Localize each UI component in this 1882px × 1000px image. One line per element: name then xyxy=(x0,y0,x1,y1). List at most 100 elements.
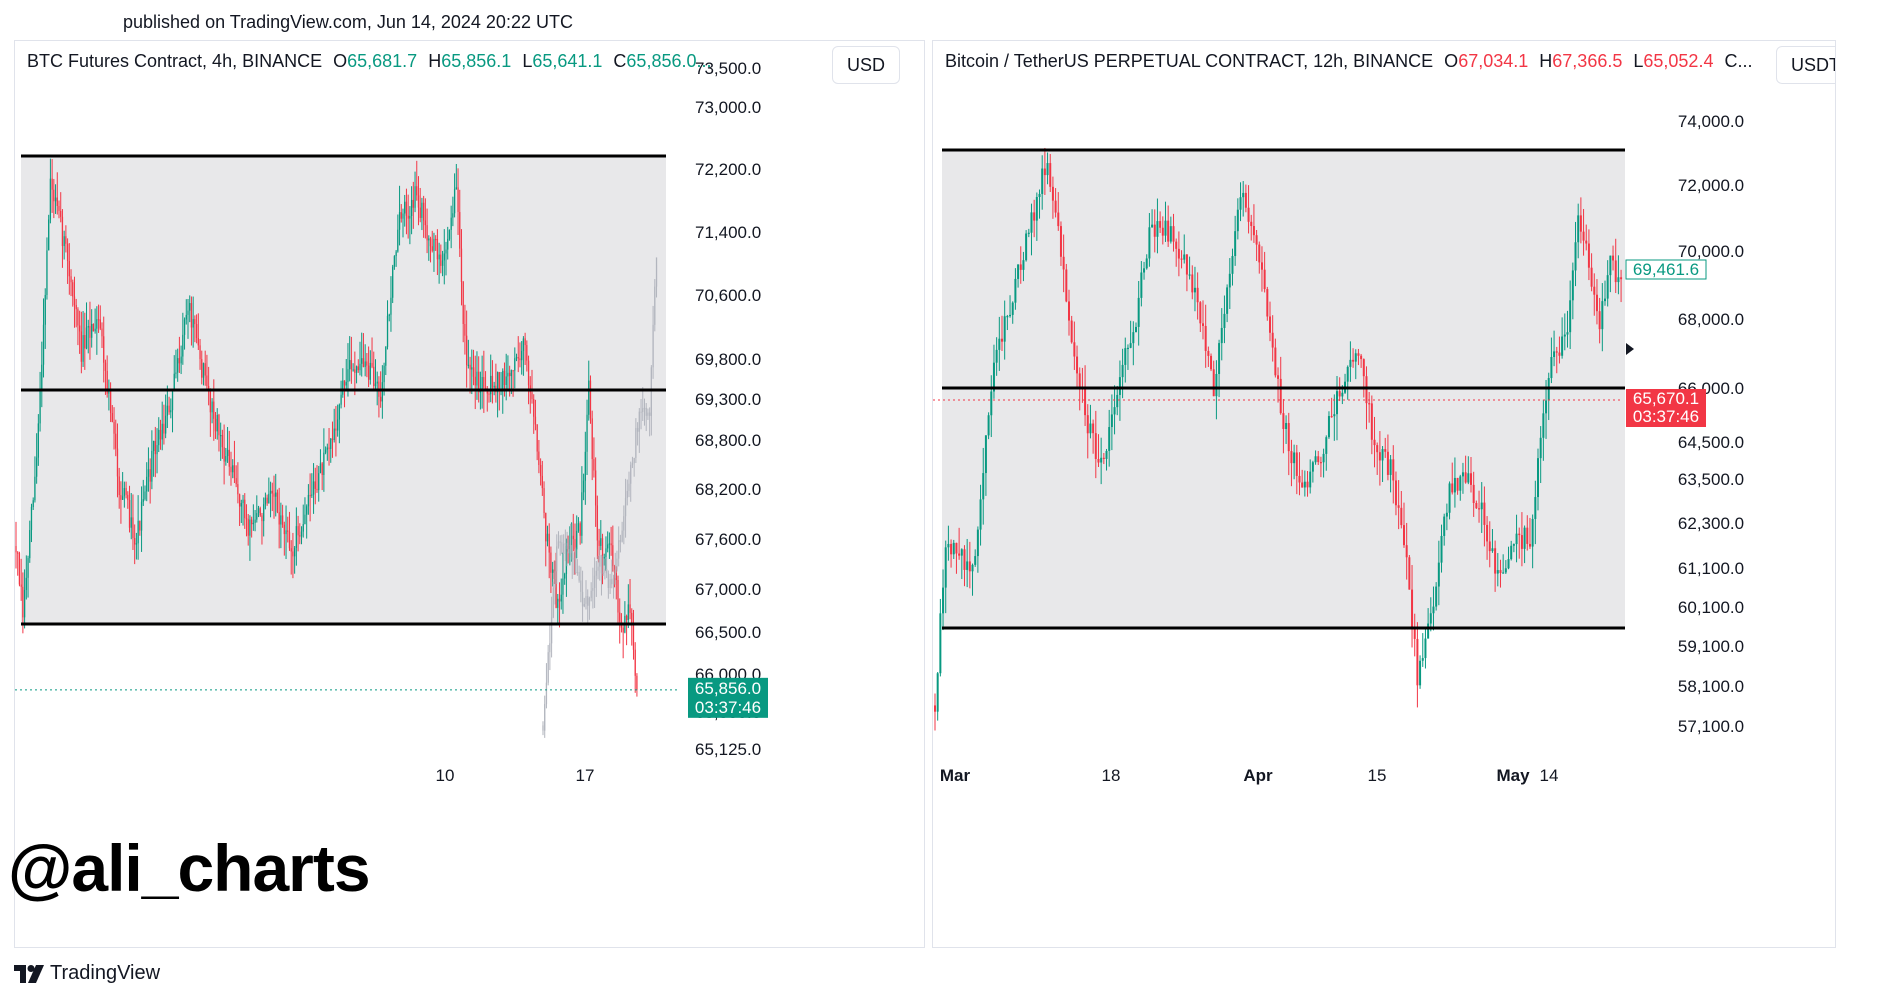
left-candle xyxy=(266,497,268,504)
right-candle xyxy=(950,543,953,555)
left-x-tick-label: 10 xyxy=(436,766,455,785)
left-candle xyxy=(457,187,459,213)
right-candle xyxy=(1445,512,1448,517)
right-candle xyxy=(1059,226,1062,257)
left-candle xyxy=(478,371,480,393)
left-candle xyxy=(295,526,298,548)
left-projection-candle xyxy=(544,704,546,731)
right-chart-plot[interactable]: 74,000.0 72,000.0 70,000.0 68,000.0 66,000.0… xyxy=(933,41,1836,948)
right-candle xyxy=(1239,197,1242,210)
right-candle xyxy=(1092,423,1095,434)
right-candle xyxy=(1338,391,1341,397)
left-candle xyxy=(632,625,635,650)
right-candle xyxy=(1295,452,1298,476)
right-chart-panel[interactable]: 74,000.0 72,000.0 70,000.0 68,000.0 66,000.0… xyxy=(932,40,1836,948)
left-candle xyxy=(161,423,163,440)
right-candle xyxy=(1550,357,1553,379)
right-candle xyxy=(1196,287,1199,303)
left-chart-plot[interactable]: 73,500.0 73,000.0 72,200.0 71,400.0 70,600.0… xyxy=(15,41,925,948)
left-candle xyxy=(539,464,542,476)
left-projection-candle xyxy=(633,457,635,464)
left-candle xyxy=(180,356,182,364)
left-candle xyxy=(610,543,612,546)
left-candle xyxy=(269,490,272,494)
left-candle xyxy=(627,604,629,620)
left-candle xyxy=(206,375,208,387)
right-open-label: O xyxy=(1444,51,1459,71)
left-y-tick-label: 70,600.0 xyxy=(695,286,761,305)
right-candle xyxy=(1523,527,1526,549)
left-candle xyxy=(562,578,564,595)
left-candle xyxy=(416,186,418,196)
right-candle xyxy=(1017,264,1020,279)
left-projection-candle xyxy=(611,579,613,585)
left-candle xyxy=(591,418,593,460)
right-candle xyxy=(1317,456,1320,463)
right-candle xyxy=(1311,462,1314,472)
left-candle xyxy=(548,533,550,553)
left-candle xyxy=(232,465,234,473)
left-projection-candle xyxy=(556,546,558,572)
left-chart-panel[interactable]: 73,500.0 73,000.0 72,200.0 71,400.0 70,600.0… xyxy=(14,40,925,948)
left-candle xyxy=(342,380,344,395)
right-chart-svg[interactable]: 74,000.072,000.070,000.068,000.066,000.0… xyxy=(933,41,1836,948)
left-currency-button[interactable]: USD xyxy=(832,46,901,84)
left-projection-candle xyxy=(597,566,599,571)
left-candle xyxy=(109,389,112,414)
left-candle xyxy=(471,367,473,370)
right-candle xyxy=(1049,163,1052,187)
left-candle xyxy=(61,216,64,247)
left-candle xyxy=(512,370,514,372)
left-price-tag xyxy=(688,677,768,718)
left-y-tick-label: 66,500.0 xyxy=(695,623,761,642)
right-candle xyxy=(1089,423,1092,434)
right-candle xyxy=(1381,449,1384,461)
left-candle xyxy=(18,553,21,585)
left-candle xyxy=(469,364,471,370)
left-candle xyxy=(534,416,537,425)
left-candle xyxy=(245,518,248,520)
right-candle xyxy=(1558,352,1561,356)
left-candle xyxy=(140,501,143,531)
left-candle xyxy=(385,346,387,366)
left-candle xyxy=(379,396,382,402)
left-candle xyxy=(158,429,160,446)
right-y-tick-label: 62,300.0 xyxy=(1678,514,1744,533)
left-candle xyxy=(392,266,394,298)
left-candle xyxy=(213,401,215,419)
right-candle xyxy=(1475,502,1478,509)
right-candle xyxy=(1325,437,1328,454)
left-chart-svg[interactable]: 73,500.0 73,000.0 72,200.0 71,400.0 70,600.0… xyxy=(15,41,925,948)
right-candle xyxy=(1349,359,1352,367)
left-projection-candle xyxy=(573,557,575,560)
left-candle xyxy=(92,324,95,332)
left-candle xyxy=(280,515,282,525)
left-candle xyxy=(115,433,117,449)
left-candle xyxy=(220,435,222,437)
tradingview-footer[interactable]: TradingView xyxy=(14,962,160,985)
left-candle xyxy=(526,345,528,361)
left-candle xyxy=(66,243,69,261)
left-candle xyxy=(551,569,554,573)
left-candle xyxy=(324,449,327,453)
left-candle xyxy=(505,376,507,386)
left-projection-candle xyxy=(614,569,616,579)
left-candle xyxy=(214,418,217,432)
right-currency-button[interactable]: USDT xyxy=(1776,46,1835,84)
left-candle xyxy=(22,586,24,618)
right-candle xyxy=(1105,450,1108,459)
right-candle xyxy=(1220,327,1223,344)
right-candle xyxy=(1266,289,1269,317)
left-candle xyxy=(237,484,239,495)
right-candle xyxy=(1073,342,1076,357)
left-projection-candle xyxy=(561,542,563,555)
left-candle xyxy=(108,389,110,394)
right-candle xyxy=(1185,254,1188,275)
right-candle xyxy=(944,547,947,588)
left-projection-candle xyxy=(624,497,627,517)
left-projection-candle xyxy=(628,483,630,491)
left-candle xyxy=(54,197,57,202)
right-candle xyxy=(1486,524,1489,542)
left-candle xyxy=(287,530,289,532)
left-projection-candle xyxy=(645,407,647,416)
